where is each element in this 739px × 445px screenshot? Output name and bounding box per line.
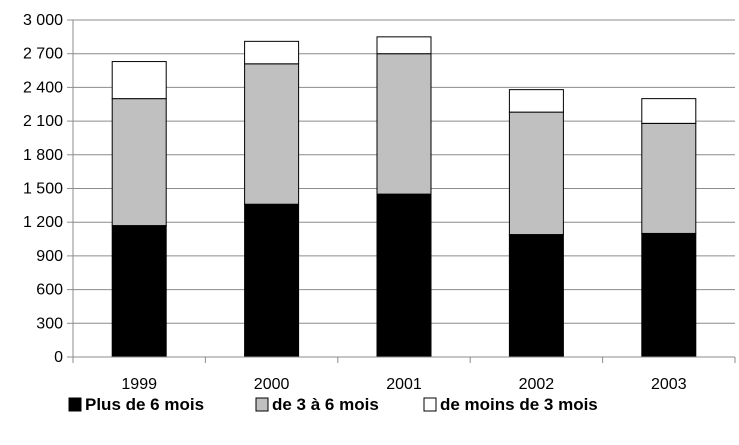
y-tick-label: 1 200	[23, 214, 63, 231]
x-tick-label: 2002	[519, 376, 555, 393]
legend-label: de moins de 3 mois	[440, 395, 598, 414]
bar-2000-series-3	[244, 40, 300, 65]
y-tick-label: 1 500	[23, 181, 63, 198]
bar-1999-series-2	[111, 98, 167, 227]
bars	[111, 36, 697, 358]
y-tick-label: 600	[36, 282, 63, 299]
y-tick-labels: 0 300 600 900 1 200 1 500 1 800 2 100 2 400 2 700…	[23, 12, 63, 366]
x-tick-labels: 1999 2000 2001 2002 2003	[121, 376, 686, 393]
bar-2000-series-1	[244, 203, 300, 358]
bar-2001-series-3	[376, 36, 432, 55]
bar-2001-series-2	[376, 53, 432, 195]
y-tick-label: 0	[54, 349, 63, 366]
bar-2000-series-2	[244, 63, 300, 205]
bar-2003-series-2	[641, 122, 697, 234]
y-tick-label: 3 000	[23, 12, 63, 29]
legend-swatch	[255, 397, 269, 412]
x-tick-label: 2003	[651, 376, 687, 393]
y-tick-label: 2 400	[23, 79, 63, 96]
legend-label: de 3 à 6 mois	[272, 395, 379, 414]
legend: Plus de 6 mois de 3 à 6 mois de moins de 3…	[68, 395, 598, 414]
x-tick-label: 2000	[254, 376, 290, 393]
y-tick-label: 1 800	[23, 147, 63, 164]
legend-swatch	[423, 397, 437, 412]
bar-2003-series-3	[641, 98, 697, 124]
bar-2003-series-1	[641, 232, 697, 358]
legend-label: Plus de 6 mois	[85, 395, 204, 414]
bar-2001-series-1	[376, 193, 432, 358]
x-tick-label: 1999	[121, 376, 157, 393]
x-tick-label: 2001	[386, 376, 422, 393]
y-tick-label: 2 700	[23, 46, 63, 63]
bar-2002-series-3	[508, 89, 564, 113]
y-tick-label: 300	[36, 315, 63, 332]
y-tick-label: 2 100	[23, 113, 63, 130]
axes	[67, 19, 736, 363]
legend-swatch	[68, 397, 82, 412]
y-tick-label: 900	[36, 248, 63, 265]
bar-1999-series-3	[111, 61, 167, 100]
bar-1999-series-1	[111, 225, 167, 358]
bar-2002-series-2	[508, 111, 564, 236]
bar-2002-series-1	[508, 234, 564, 358]
